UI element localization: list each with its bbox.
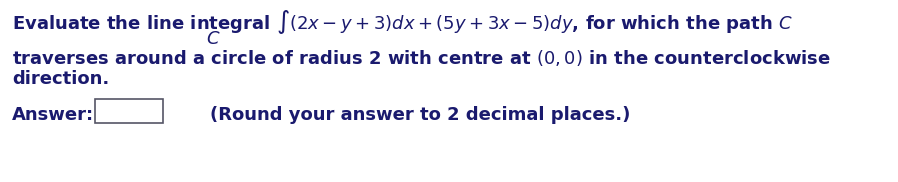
Text: traverses around a circle of radius 2 with centre at $(0, 0)$ in the countercloc: traverses around a circle of radius 2 wi… (12, 48, 831, 68)
Bar (95, 99, 163, 123)
Text: (Round your answer to 2 decimal places.): (Round your answer to 2 decimal places.) (210, 106, 630, 124)
Text: direction.: direction. (12, 70, 110, 88)
Text: $C$: $C$ (206, 30, 221, 48)
Text: Answer:: Answer: (12, 106, 94, 124)
Text: Evaluate the line integral $\int(2x - y + 3)dx + (5y + 3x - 5)dy$, for which the: Evaluate the line integral $\int(2x - y … (12, 8, 793, 36)
